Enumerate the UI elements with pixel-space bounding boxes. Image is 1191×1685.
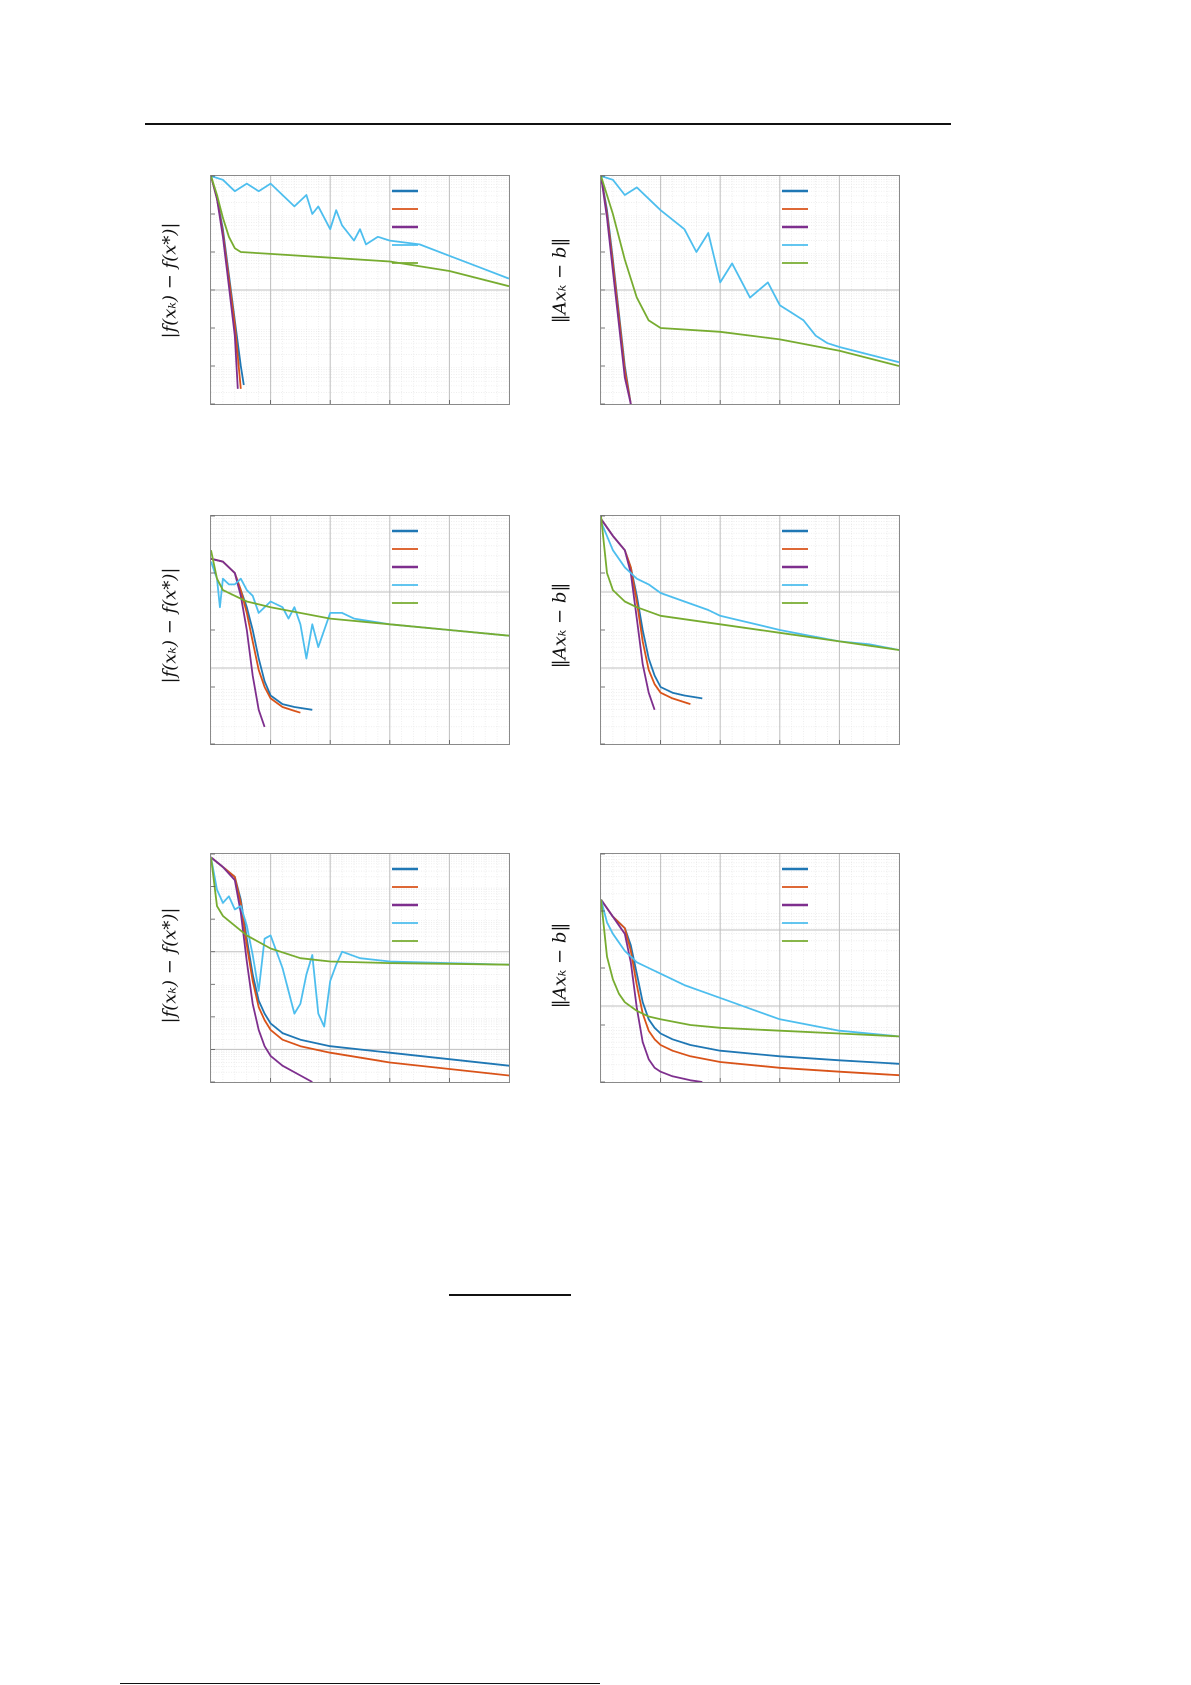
series-line-5: [211, 857, 509, 966]
series-line-2: [601, 899, 899, 1077]
plot-5-svg: [210, 853, 510, 1083]
series-line-5: [601, 899, 899, 1038]
plot-4: [600, 515, 900, 745]
series-line-4: [211, 561, 509, 660]
plot-4-svg: [600, 515, 900, 745]
series-line-5: [601, 516, 899, 651]
plot-6-ylabel: ‖Axₖ − b‖: [549, 922, 571, 1009]
plot-frame: [210, 853, 510, 1083]
series-line-4: [211, 857, 509, 1028]
series-line-3: [211, 176, 239, 389]
header-rule: [145, 123, 951, 125]
footer-rule: [120, 1683, 600, 1684]
series-line-5: [211, 176, 509, 288]
series-line-3: [211, 557, 266, 728]
series-line-2: [211, 856, 509, 1077]
series-line-4: [211, 176, 509, 280]
plot-1-ylabel: |f(xₖ) − f(x*)|: [159, 222, 181, 339]
series-line-4: [601, 899, 899, 1038]
series-line-5: [211, 550, 509, 637]
plot-2: [600, 175, 900, 405]
plot-4-ylabel: ‖Axₖ − b‖: [549, 582, 571, 669]
series-line-4: [601, 176, 899, 364]
series-line-3: [601, 176, 632, 404]
plot-2-ylabel: ‖Axₖ − b‖: [549, 237, 571, 324]
plot-5-ylabel: |f(xₖ) − f(x*)|: [159, 907, 181, 1024]
series-line-1: [601, 899, 899, 1065]
plot-3-svg: [210, 515, 510, 745]
plot-1-svg: [210, 175, 510, 405]
plot-3-ylabel: |f(xₖ) − f(x*)|: [159, 567, 181, 684]
series-line-3: [601, 518, 656, 711]
series-line-5: [601, 176, 899, 367]
plot-2-svg: [600, 175, 900, 405]
plot-6-svg: [600, 853, 900, 1083]
series-line-3: [211, 856, 313, 1082]
plot-1: [210, 175, 510, 405]
plot-frame: [210, 515, 510, 745]
series-line-3: [601, 899, 703, 1082]
plot-frame: [600, 853, 900, 1083]
plot-6: [600, 853, 900, 1083]
plot-frame: [210, 175, 510, 405]
footnote-rule: [449, 1294, 571, 1296]
plot-frame: [600, 175, 900, 405]
plot-frame: [600, 515, 900, 745]
plot-5: [210, 853, 510, 1083]
plot-3: [210, 515, 510, 745]
